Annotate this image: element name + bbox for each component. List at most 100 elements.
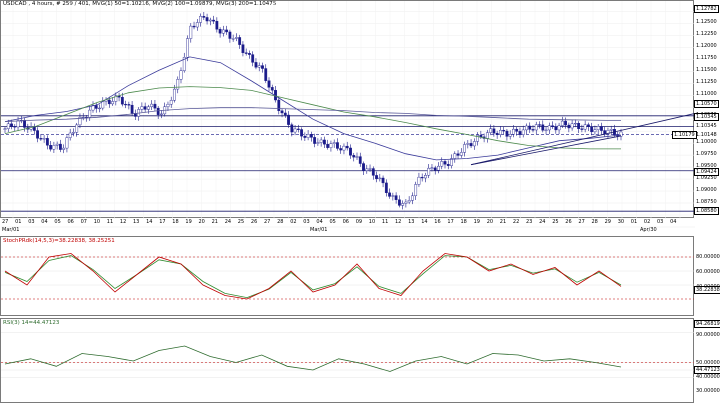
time-tick: 10 xyxy=(93,219,101,225)
price-tick: 1.10000 xyxy=(696,139,717,146)
candle-body xyxy=(453,153,457,159)
moving-average-line xyxy=(4,86,621,150)
candle-body xyxy=(596,126,600,130)
price-tag-r2: 1.10345 xyxy=(694,113,719,121)
candle-body xyxy=(241,44,245,53)
candle-body xyxy=(593,129,597,133)
candle-body xyxy=(362,163,365,171)
time-tick: 27 xyxy=(264,219,271,225)
time-tick: 04 xyxy=(316,219,323,225)
candle-body xyxy=(153,103,157,109)
candle-body xyxy=(547,125,551,131)
candle-body xyxy=(420,176,424,179)
stoch-d-line xyxy=(4,255,622,299)
time-tick: 01 xyxy=(630,219,638,225)
candle-body xyxy=(88,109,92,118)
candle-body xyxy=(567,124,571,129)
month-label: Apr/30 xyxy=(640,227,657,233)
candle-body xyxy=(391,195,395,197)
candle-body xyxy=(609,129,613,131)
candle-body xyxy=(143,106,147,110)
time-tick: 21 xyxy=(211,219,218,225)
candle-body xyxy=(456,153,460,156)
candle-body xyxy=(446,164,450,166)
rsi-axis: 90.00000 50.00000 40.00000 30.00000 xyxy=(694,318,720,403)
candle-body xyxy=(450,158,453,166)
candle-body xyxy=(407,200,411,203)
candle-body xyxy=(557,125,561,131)
time-tick: 16 xyxy=(434,219,441,225)
candle-body xyxy=(329,143,333,148)
candle-body xyxy=(111,101,114,105)
candle-body xyxy=(293,128,297,133)
time-tick: 27 xyxy=(2,219,9,225)
time-tick: 13 xyxy=(408,219,415,225)
stochastic-pane[interactable]: StochPRdk(14,5,3)=38.22838, 38.25251 xyxy=(0,236,695,316)
time-tick: 14 xyxy=(146,219,153,225)
candle-body xyxy=(349,147,352,156)
stochastic-axis: 80.00000 60.00000 40.00000 xyxy=(694,236,720,316)
candle-body xyxy=(313,137,317,144)
candle-body xyxy=(208,19,212,22)
candle-body xyxy=(544,129,548,131)
time-tick: 25 xyxy=(552,219,559,225)
stoch-tick-80: 80.00000 xyxy=(696,254,720,260)
candle-body xyxy=(199,15,202,23)
candle-body xyxy=(326,143,330,148)
candle-body xyxy=(472,141,476,147)
candle-body xyxy=(580,128,584,130)
candle-body xyxy=(10,123,13,127)
candle-body xyxy=(485,132,489,139)
candle-body xyxy=(280,110,284,114)
candle-body xyxy=(375,175,378,180)
candle-body xyxy=(6,123,10,129)
candle-body xyxy=(541,124,545,131)
time-tick: 05 xyxy=(54,219,61,225)
price-tick: 1.11000 xyxy=(696,91,717,98)
candle-body xyxy=(502,129,506,132)
price-chart-pane[interactable]: USDCAD , 4 hours, # 259 / 401, MVG(1) 50… xyxy=(0,0,696,228)
time-tick: 11 xyxy=(381,219,389,225)
candle-body xyxy=(414,184,418,197)
rsi-pane[interactable]: RSI(3) 14=44.47123 xyxy=(0,318,695,403)
time-axis: 27 01 03 04 05 06 07 10 11 12 13 14 17 18 19 20 21 24 25 26… xyxy=(0,218,694,236)
candle-body xyxy=(587,124,590,127)
candle-body xyxy=(492,128,496,134)
candle-body xyxy=(342,145,346,151)
candle-body xyxy=(277,99,281,111)
candle-body xyxy=(238,37,242,45)
candle-body xyxy=(466,143,470,145)
rsi-title: RSI(3) 14=44.47123 xyxy=(3,320,60,326)
time-tick: 21 xyxy=(499,219,507,225)
candle-body xyxy=(173,88,176,101)
time-tick: 28 xyxy=(277,219,284,225)
price-tick: 1.09250 xyxy=(696,175,717,182)
time-tick: 11 xyxy=(106,219,114,225)
candle-body xyxy=(358,156,362,164)
price-tag-current: 1.10179 xyxy=(672,131,697,139)
rsi-tick-50: 50.00000 xyxy=(696,360,720,366)
stoch-tick-60: 60.00000 xyxy=(696,269,720,275)
price-tick: 1.09750 xyxy=(696,151,717,158)
candle-body xyxy=(476,134,479,142)
candle-body xyxy=(508,134,512,137)
candle-body xyxy=(394,195,398,200)
candle-body xyxy=(248,53,251,55)
candle-body xyxy=(388,192,391,197)
time-tick: 12 xyxy=(395,219,402,225)
price-tag-r1: 1.10570 xyxy=(694,100,719,108)
candle-body xyxy=(479,134,483,138)
rsi-canvas xyxy=(1,332,695,378)
candle-body xyxy=(75,124,79,133)
rsi-tick-30: 30.00000 xyxy=(696,388,720,394)
candle-body xyxy=(590,126,594,133)
candle-body xyxy=(570,123,574,129)
price-tick: 1.12500 xyxy=(696,19,717,26)
candle-body xyxy=(186,38,189,58)
candle-body xyxy=(564,120,567,126)
candle-body xyxy=(231,38,235,40)
price-tick: 1.09000 xyxy=(696,187,717,194)
candle-body xyxy=(606,130,610,135)
price-tick: 1.10345 xyxy=(696,122,717,129)
